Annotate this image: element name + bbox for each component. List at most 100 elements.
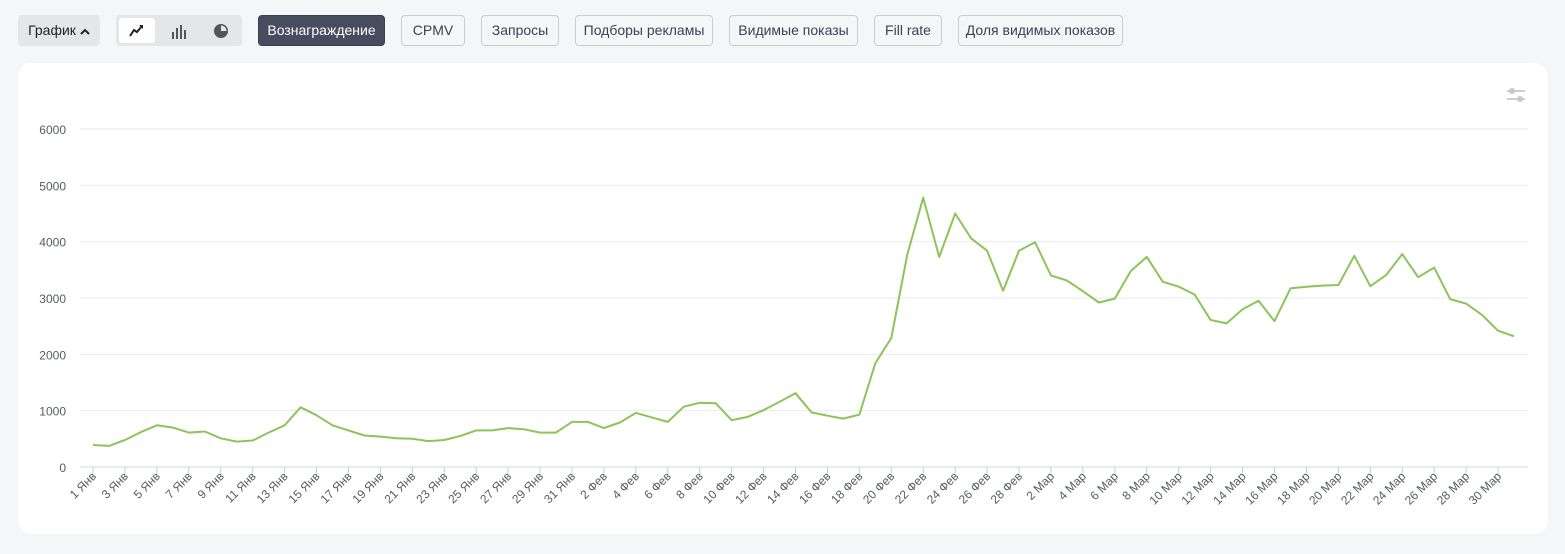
data-point (1401, 253, 1403, 255)
x-tick-label: 22 Фев (892, 469, 929, 506)
data-point (411, 438, 413, 440)
y-tick-label: 2000 (39, 348, 66, 362)
data-point (1385, 274, 1387, 276)
data-point (1417, 276, 1419, 278)
y-tick-label: 5000 (39, 179, 66, 193)
x-tick-label: 22 Мар (1338, 469, 1377, 508)
data-point (443, 439, 445, 441)
line-chart-toggle[interactable] (119, 18, 155, 43)
x-tick-label: 18 Мар (1274, 469, 1313, 508)
data-point (300, 406, 302, 408)
x-tick-label: 17 Янв (318, 469, 355, 506)
data-point (1337, 284, 1339, 286)
data-point (1018, 250, 1020, 252)
metric-button-cpmv[interactable]: CPMV (401, 15, 465, 46)
metric-button-ad-matches[interactable]: Подборы рекламы (575, 15, 713, 46)
x-tick-label: 10 Мар (1147, 469, 1186, 508)
x-tick-label: 12 Мар (1178, 469, 1217, 508)
x-tick-label: 3 Янв (99, 469, 131, 501)
y-tick-label: 6000 (39, 123, 66, 137)
data-point (188, 432, 190, 434)
data-point (1146, 256, 1148, 258)
data-point (810, 411, 812, 413)
data-point (1210, 319, 1212, 321)
grid-lines (80, 128, 1528, 468)
data-point (539, 432, 541, 434)
metric-button-fill-rate[interactable]: Fill rate (874, 15, 942, 46)
y-tick-label: 1000 (39, 405, 66, 419)
data-point (331, 424, 333, 426)
x-tick-label: 14 Фев (764, 469, 801, 506)
data-point (587, 421, 589, 423)
metric-label: Доля видимых показов (965, 22, 1116, 38)
data-point (379, 436, 381, 438)
x-tick-label: 24 Мар (1370, 469, 1409, 508)
x-tick-label: 6 Фев (641, 469, 674, 502)
data-point (1082, 290, 1084, 292)
x-tick-label: 4 Фев (609, 469, 642, 502)
x-tick-label: 31 Янв (541, 469, 578, 506)
metric-button-viewable-impressions[interactable]: Видимые показы (729, 15, 858, 46)
data-point (475, 429, 477, 431)
data-point (1465, 303, 1467, 305)
data-point (555, 432, 557, 434)
x-tick-label: 24 Фев (924, 469, 961, 506)
x-tick-label: 28 Фев (988, 469, 1025, 506)
bar-chart-toggle[interactable] (161, 18, 197, 43)
bar-chart-icon (172, 25, 186, 39)
data-point (890, 337, 892, 339)
data-point (1369, 285, 1371, 287)
x-tick-label: 28 Мар (1434, 469, 1473, 508)
graph-menu-button[interactable]: График (18, 15, 100, 46)
data-point (1289, 287, 1291, 289)
x-tick-label: 27 Янв (477, 469, 514, 506)
data-point (1226, 322, 1228, 324)
data-point (1002, 290, 1004, 292)
x-tick-label: 25 Янв (445, 469, 482, 506)
metric-button-requests[interactable]: Запросы (481, 15, 559, 46)
x-tick-label: 2 Фев (577, 469, 610, 502)
data-point (108, 445, 110, 447)
data-point (858, 414, 860, 416)
x-tick-label: 6 Мар (1087, 469, 1121, 503)
data-point (347, 429, 349, 431)
data-point (842, 418, 844, 420)
data-point (459, 435, 461, 437)
x-tick-label: 20 Мар (1306, 469, 1345, 508)
x-tick-label: 26 Мар (1402, 469, 1441, 508)
data-point (427, 440, 429, 442)
data-point (236, 441, 238, 443)
data-point (1305, 286, 1307, 288)
x-tick-label: 19 Янв (349, 469, 386, 506)
toolbar: График Вознаграждение CPMV Запросы По (0, 0, 1565, 62)
sliders-icon (1507, 88, 1525, 102)
metric-button-viewability-share[interactable]: Доля видимых показов (958, 15, 1123, 46)
data-point (156, 424, 158, 426)
x-tick-label: 13 Янв (254, 469, 291, 506)
metric-label: Видимые показы (738, 22, 849, 38)
series-layer (92, 196, 1515, 447)
chart-type-switcher (116, 15, 242, 46)
data-point (826, 415, 828, 417)
data-point (1162, 281, 1164, 283)
data-point (140, 431, 142, 433)
data-point (651, 416, 653, 418)
pie-chart-toggle[interactable] (203, 18, 239, 43)
chart-settings-button[interactable] (1505, 86, 1527, 104)
data-point (1513, 335, 1515, 337)
data-point (1050, 274, 1052, 276)
y-tick-label: 3000 (39, 292, 66, 306)
data-point (1098, 302, 1100, 304)
x-tick-label: 20 Фев (860, 469, 897, 506)
data-point (699, 402, 701, 404)
x-tick-label: 16 Мар (1242, 469, 1281, 508)
data-point (363, 434, 365, 436)
chevron-up-icon (80, 17, 90, 46)
metric-button-reward[interactable]: Вознаграждение (258, 15, 385, 46)
metric-label: Fill rate (885, 22, 931, 38)
data-point (715, 402, 717, 404)
data-point (1034, 241, 1036, 243)
data-point (1497, 330, 1499, 332)
data-point (523, 428, 525, 430)
